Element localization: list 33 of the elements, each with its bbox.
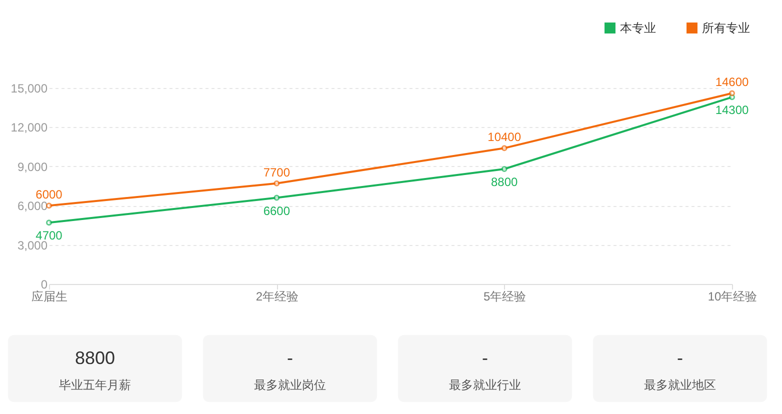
y-tick-label: 15,000 — [10, 82, 48, 96]
point — [274, 180, 280, 186]
point — [274, 194, 280, 201]
data-label: 8800 — [490, 175, 518, 190]
point — [501, 166, 508, 172]
data-label: 6600 — [263, 204, 290, 218]
text: 最多就业地区 — [643, 377, 717, 394]
text: 最多就业行业 — [448, 377, 522, 394]
y-tick-label: 9,000 — [17, 160, 48, 174]
data-label: 14300 — [715, 103, 750, 118]
x-tick-label: 10年经验 — [708, 290, 758, 304]
data-label: 6000 — [36, 188, 63, 202]
y-tick-label: 12,000 — [10, 120, 48, 135]
point — [729, 90, 735, 96]
data-label: 14600 — [715, 75, 750, 90]
text: 8800 — [74, 347, 116, 369]
data-label: 7700 — [263, 165, 290, 180]
point — [46, 220, 52, 226]
y-tick-label: 6,000 — [17, 199, 48, 214]
y-tick-label: 3,000 — [17, 238, 48, 252]
text: - — [676, 347, 684, 369]
text: - — [481, 347, 489, 369]
data-label: 10400 — [488, 130, 522, 144]
text: 最多就业岗位 — [253, 377, 327, 394]
legend-label: 本专业 — [620, 21, 656, 35]
x-tick-label: 应届生 — [32, 290, 68, 304]
y-tick-label: 0 — [40, 278, 48, 292]
point — [501, 145, 508, 152]
legend-label: 所有专业 — [702, 21, 750, 35]
text: - — [286, 347, 294, 369]
text: 毕业五年月薪 — [58, 377, 132, 394]
x-tick-label: 5年经验 — [483, 290, 526, 304]
x-tick-label: 2年经验 — [256, 290, 299, 304]
